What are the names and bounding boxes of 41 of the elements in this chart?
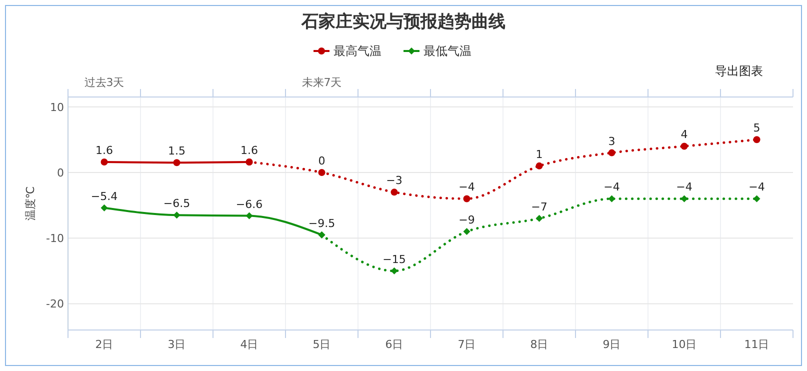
- data-label: 3: [608, 134, 616, 148]
- data-label: 5: [753, 122, 760, 135]
- legend-label: 最低气温: [424, 44, 472, 58]
- x-tick-label: 10日: [672, 338, 697, 351]
- data-label: −9.5: [308, 216, 336, 230]
- y-tick-label: -10: [46, 232, 64, 246]
- y-axis-title: 温度℃: [24, 186, 37, 221]
- data-label: 1.6: [240, 144, 258, 157]
- x-tick-label: 3日: [168, 338, 186, 351]
- data-label: −6.5: [163, 197, 190, 210]
- data-label: −4: [676, 180, 692, 194]
- chart-title: 石家庄实况与预报趋势曲线: [300, 12, 506, 32]
- y-tick-label: 0: [57, 166, 64, 180]
- data-label: −5.4: [90, 190, 118, 203]
- y-tick-label: 10: [50, 100, 64, 114]
- text: 未来7天: [302, 76, 342, 89]
- x-tick-label: 4日: [240, 338, 258, 351]
- text: 导出图表: [715, 64, 763, 78]
- x-tick-label: 7日: [458, 338, 476, 351]
- x-tick-label: 8日: [530, 338, 548, 351]
- data-label: −4: [458, 180, 475, 194]
- x-tick-label: 2日: [95, 338, 114, 351]
- x-tick-label: 6日: [385, 338, 404, 351]
- y-tick-label: -20: [46, 298, 64, 311]
- data-label: 1.5: [168, 144, 186, 158]
- data-label: 1.6: [96, 144, 113, 157]
- text: 过去3天: [84, 76, 124, 89]
- legend-label: 最高气温: [334, 44, 382, 58]
- data-label: 1: [536, 148, 543, 161]
- data-label: −4: [748, 180, 765, 194]
- data-label: 4: [680, 128, 688, 142]
- x-tick-label: 11日: [744, 338, 770, 351]
- data-label: −6.6: [236, 198, 263, 211]
- data-label: −7: [531, 200, 548, 214]
- data-label: −4: [604, 180, 620, 194]
- data-label: −3: [386, 174, 402, 188]
- x-tick-label: 5日: [312, 338, 331, 351]
- data-label: 0: [318, 154, 326, 168]
- data-label: −15: [382, 252, 406, 266]
- x-tick-label: 9日: [602, 338, 621, 351]
- data-label: −9: [458, 214, 475, 227]
